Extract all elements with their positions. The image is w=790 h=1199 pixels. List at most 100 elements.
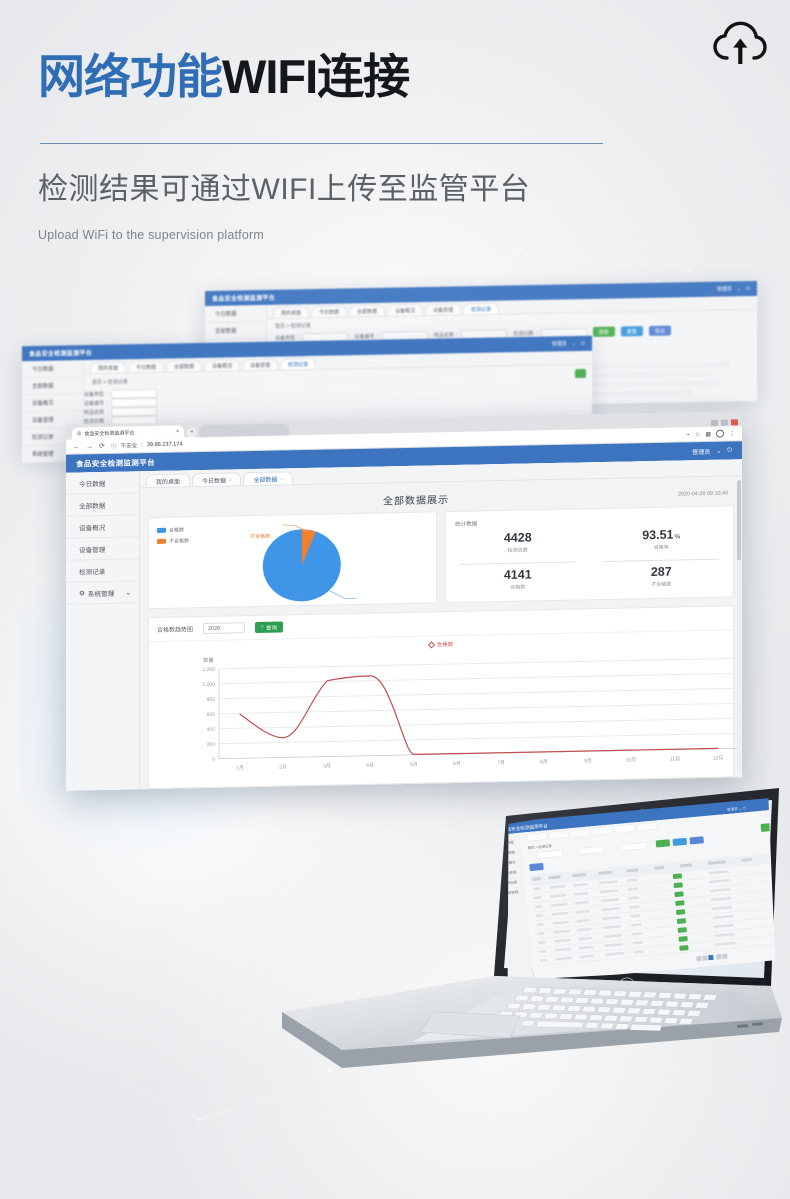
- sidebar-item-device-management[interactable]: 设备管理: [66, 537, 139, 561]
- sidebar-item-detection-records[interactable]: 检测记录: [66, 559, 139, 583]
- query-button[interactable]: ⌕ 查询: [255, 621, 283, 633]
- tab-overview-back[interactable]: 设备概况: [387, 304, 424, 316]
- tab-all-back[interactable]: 全部数据: [349, 304, 386, 317]
- svg-text:12月: 12月: [713, 756, 724, 762]
- browser-tab-blurred[interactable]: [199, 423, 289, 438]
- chevron-down-icon: ⌄: [716, 448, 722, 455]
- sidebar-item-device-overview-mid[interactable]: 设备概况: [22, 394, 83, 413]
- user-name-middle: 管理员: [551, 341, 567, 348]
- tab-today-back[interactable]: 今日数据: [311, 305, 348, 318]
- menu-icon[interactable]: ⋮: [729, 430, 735, 437]
- app-brand-back: 食品安全检测监测平台: [212, 295, 276, 303]
- close-icon[interactable]: ×: [176, 428, 179, 435]
- gear-icon: ⚙: [79, 589, 85, 598]
- search-icon: ⌕: [261, 623, 265, 630]
- tab-today-mid[interactable]: 今日数据: [128, 360, 165, 373]
- chevron-down-icon: ⌄: [571, 340, 577, 347]
- logout-icon[interactable]: ⏻: [581, 340, 585, 347]
- minimize-button[interactable]: [711, 419, 718, 426]
- content-scrollbar[interactable]: [737, 480, 741, 774]
- reload-icon[interactable]: ⟳: [99, 443, 105, 451]
- app-user-menu-back[interactable]: 管理员 ⌄ ⏻: [717, 285, 750, 293]
- chevron-down-icon: ⌄: [125, 588, 131, 597]
- reset-button-back[interactable]: 重置: [620, 326, 643, 337]
- app-user-menu-middle[interactable]: 管理员 ⌄ ⏻: [551, 340, 585, 348]
- sidebar-item-device-overview[interactable]: 设备概况: [66, 515, 139, 539]
- browser-tab-active[interactable]: ◎ 食品安全检测监测平台 ×: [72, 425, 184, 440]
- browser-actions[interactable]: ⌁ ☆ ▦ ⋮: [686, 429, 735, 438]
- tab-desktop-mid[interactable]: 我的桌面: [90, 361, 127, 373]
- close-icon[interactable]: ×: [229, 476, 232, 483]
- svg-text:8月: 8月: [540, 759, 548, 765]
- page-title: 网络功能WIFI连接: [38, 51, 752, 103]
- chevron-down-icon: ⌄: [736, 285, 742, 292]
- bookmark-icon[interactable]: ☆: [694, 431, 701, 438]
- tab-today-data[interactable]: 今日数据 ×: [192, 472, 242, 487]
- svg-text:7月: 7月: [497, 760, 505, 766]
- svg-text:11月: 11月: [670, 756, 680, 762]
- statistics-row-2: 4141 合格数 287 不合格数: [446, 563, 733, 592]
- sidebar-item-all-mid[interactable]: 全部数据: [22, 377, 83, 396]
- extension-icon[interactable]: ⌁: [686, 431, 690, 438]
- svg-text:3月: 3月: [323, 763, 331, 769]
- tab-desktop-back[interactable]: 我的桌面: [273, 306, 310, 318]
- logout-icon[interactable]: ⏻: [746, 285, 750, 292]
- favicon-icon: ◎: [77, 430, 82, 437]
- svg-text:1月: 1月: [236, 765, 244, 771]
- sidebar-item-today[interactable]: 今日数据: [66, 471, 139, 495]
- avatar[interactable]: [716, 429, 724, 438]
- legend-marker-diamond: [427, 641, 435, 649]
- svg-text:设备概况: 设备概况: [502, 859, 517, 865]
- year-input[interactable]: 2020: [203, 622, 246, 635]
- tab-overview-mid[interactable]: 设备概况: [204, 359, 241, 371]
- tab-records-back[interactable]: 检测记录: [463, 302, 500, 315]
- tab-my-desktop[interactable]: 我的桌面: [146, 473, 191, 488]
- profile-extension-icon[interactable]: ▦: [705, 431, 711, 438]
- tab-devices-mid[interactable]: 设备管理: [242, 358, 279, 371]
- sidebar-item-system-management[interactable]: ⚙ 系统管理 ⌄: [66, 581, 139, 605]
- logout-icon[interactable]: ⏻: [727, 446, 732, 454]
- export-button-back[interactable]: 导出: [648, 325, 671, 336]
- forward-icon[interactable]: →: [86, 442, 93, 450]
- svg-text:设备管理: 设备管理: [503, 869, 518, 875]
- svg-text:管理员 ⌄ ⏻: 管理员 ⌄ ⏻: [727, 805, 746, 812]
- statistics-row-1: 4428 检测总数 93.51% 合格率: [446, 526, 733, 555]
- search-button-back[interactable]: 搜索: [592, 326, 615, 337]
- summary-cards: 合格数 不合格数 不合: [148, 505, 734, 610]
- tab-devices-back[interactable]: 设备管理: [425, 303, 462, 316]
- statistics-card: 统计数据 4428 检测总数 93.51% 合格率: [445, 505, 734, 604]
- sidebar-item-today-mid[interactable]: 今日数据: [22, 360, 83, 379]
- sidebar[interactable]: 今日数据 全部数据 设备概况 设备管理 检测记录 ⚙ 系统管理 ⌄: [66, 471, 140, 791]
- new-tab-button[interactable]: +: [187, 427, 197, 438]
- svg-text:9月: 9月: [584, 758, 592, 764]
- svg-text:系统管理: 系统管理: [504, 889, 519, 895]
- pie-chart: [262, 524, 357, 602]
- svg-text:数量: 数量: [203, 656, 214, 664]
- tab-records-mid[interactable]: 检测记录: [280, 357, 317, 370]
- svg-text:2月: 2月: [279, 764, 287, 770]
- back-icon[interactable]: ←: [73, 443, 80, 451]
- not-secure-icon: ⓘ: [110, 443, 117, 450]
- close-window-button[interactable]: [731, 419, 738, 426]
- url-text: 39.98.237.174: [146, 441, 183, 449]
- svg-text:0: 0: [212, 757, 215, 763]
- sidebar-item-all-data[interactable]: 全部数据: [66, 493, 139, 517]
- svg-text:食品安全检测监测平台: 食品安全检测监测平台: [502, 822, 549, 833]
- sidebar-item-today[interactable]: 今日数据: [205, 304, 266, 324]
- stat-qualified: 4141 合格数: [503, 567, 532, 591]
- pie-legend: 合格数 不合格数: [157, 526, 189, 549]
- tab-all-data[interactable]: 全部数据 ×: [243, 471, 293, 486]
- timestamp: 2020-04-29 09:10:40: [677, 489, 728, 498]
- refresh-icon[interactable]: [575, 368, 586, 379]
- sidebar-item-all[interactable]: 全部数据: [205, 321, 266, 341]
- svg-text:10月: 10月: [626, 757, 637, 763]
- window-controls[interactable]: [711, 419, 742, 427]
- close-icon[interactable]: ×: [280, 475, 283, 481]
- stat-unqualified: 287 不合格数: [650, 564, 672, 589]
- tab-all-mid[interactable]: 全部数据: [166, 359, 203, 372]
- app-user-menu[interactable]: 管理员 ⌄ ⏻: [692, 446, 732, 456]
- scrollbar-thumb[interactable]: [737, 480, 741, 561]
- maximize-button[interactable]: [721, 419, 728, 426]
- browser-window-front[interactable]: ◎ 食品安全检测监测平台 × + ← → ⟳ ⓘ 不安全 | 39.98.237…: [66, 411, 742, 791]
- app-brand: 食品安全检测监测平台: [76, 457, 155, 469]
